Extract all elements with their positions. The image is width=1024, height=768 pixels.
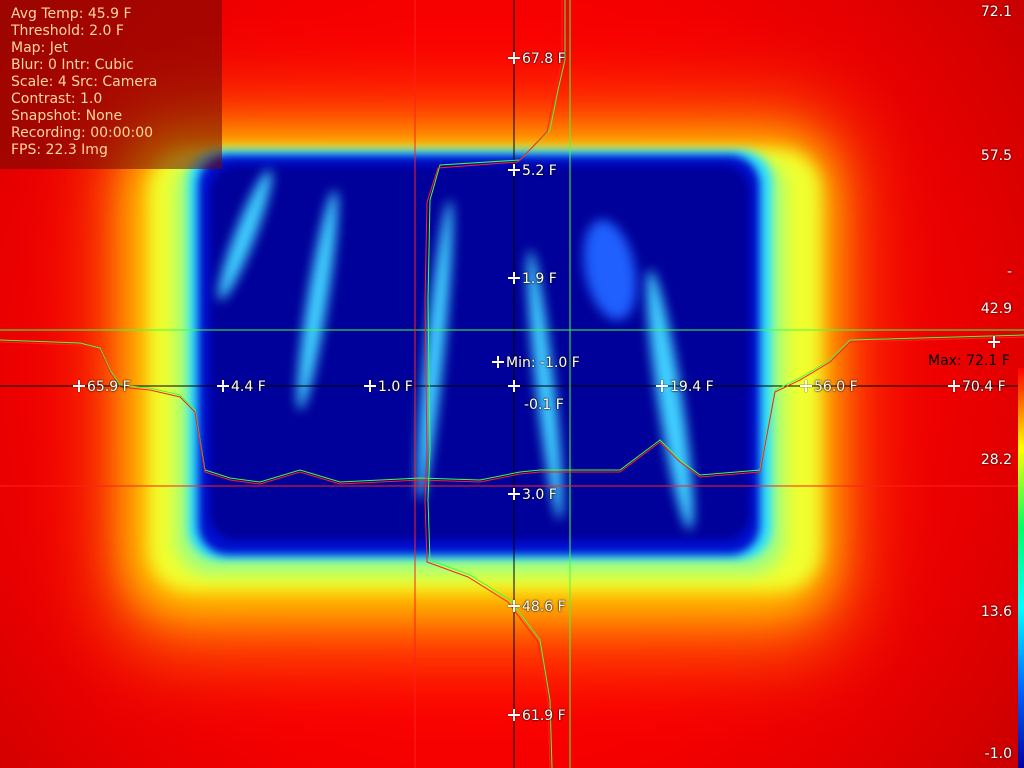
reading-marker: 56.0 F — [800, 379, 858, 395]
info-panel: Avg Temp: 45.9 F Threshold: 2.0 F Map: J… — [0, 0, 222, 169]
snapshot-text: Snapshot: None — [11, 108, 123, 124]
crosshair-icon — [217, 380, 229, 392]
scale-label: 57.5 — [980, 148, 1012, 164]
reading-marker: 67.8 F — [508, 51, 566, 67]
crosshair-icon — [508, 272, 520, 284]
vertical-profile-red — [424, 0, 563, 768]
crosshair-icon — [508, 52, 520, 64]
crosshair-icon — [508, 709, 520, 721]
scale-label: 28.2 — [980, 452, 1012, 468]
crosshair-icon — [508, 488, 520, 500]
reading-marker: 70.4 F — [948, 379, 1006, 395]
crosshair-icon — [492, 356, 504, 368]
crosshair-icon — [508, 600, 520, 612]
blur-text: Blur: 0 Intr: Cubic — [11, 57, 134, 73]
reading-marker: 19.4 F — [656, 379, 714, 395]
min-marker: Min: -1.0 F — [492, 355, 580, 371]
max-label: Max: 72.1 F — [928, 353, 1010, 369]
vertical-profile-green — [427, 0, 566, 768]
center-reading: -0.1 F — [524, 397, 564, 413]
reading-marker: 48.6 F — [508, 599, 566, 615]
scale-label: 13.6 — [980, 604, 1012, 620]
threshold-text: Threshold: 2.0 F — [11, 23, 124, 39]
crosshair-icon — [800, 380, 812, 392]
avg-temp-text: Avg Temp: 45.9 F — [11, 6, 132, 22]
reading-marker: 61.9 F — [508, 708, 566, 724]
crosshair-icon — [73, 380, 85, 392]
crosshair-icon — [948, 380, 960, 392]
recording-text: Recording: 00:00:00 — [11, 125, 154, 141]
crosshair-icon — [656, 380, 668, 392]
reading-marker: 3.0 F — [508, 487, 557, 503]
color-scale-bar — [1018, 368, 1024, 768]
contrast-text: Contrast: 1.0 — [11, 91, 103, 107]
center-marker — [508, 379, 522, 395]
scale-label: 42.9 — [980, 301, 1012, 317]
reading-marker: 65.9 F — [73, 379, 131, 395]
map-text: Map: Jet — [11, 40, 68, 56]
crosshair-icon — [364, 380, 376, 392]
reading-marker: 4.4 F — [217, 379, 266, 395]
reading-marker: 1.9 F — [508, 271, 557, 287]
scale-label: - — [1006, 264, 1012, 280]
scale-text: Scale: 4 Src: Camera — [11, 74, 158, 90]
min-label: Min: -1.0 F — [506, 355, 580, 371]
reading-marker: 1.0 F — [364, 379, 413, 395]
crosshair-icon — [508, 380, 520, 392]
reading-marker: 5.2 F — [508, 163, 557, 179]
scale-label-bottom: -1.0 — [984, 746, 1012, 762]
scale-label-top: 72.1 — [980, 4, 1012, 20]
max-marker-icon — [988, 335, 1002, 351]
crosshair-icon — [508, 164, 520, 176]
horizontal-profile-red — [0, 336, 1024, 485]
fps-text: FPS: 22.3 Img — [11, 142, 108, 158]
